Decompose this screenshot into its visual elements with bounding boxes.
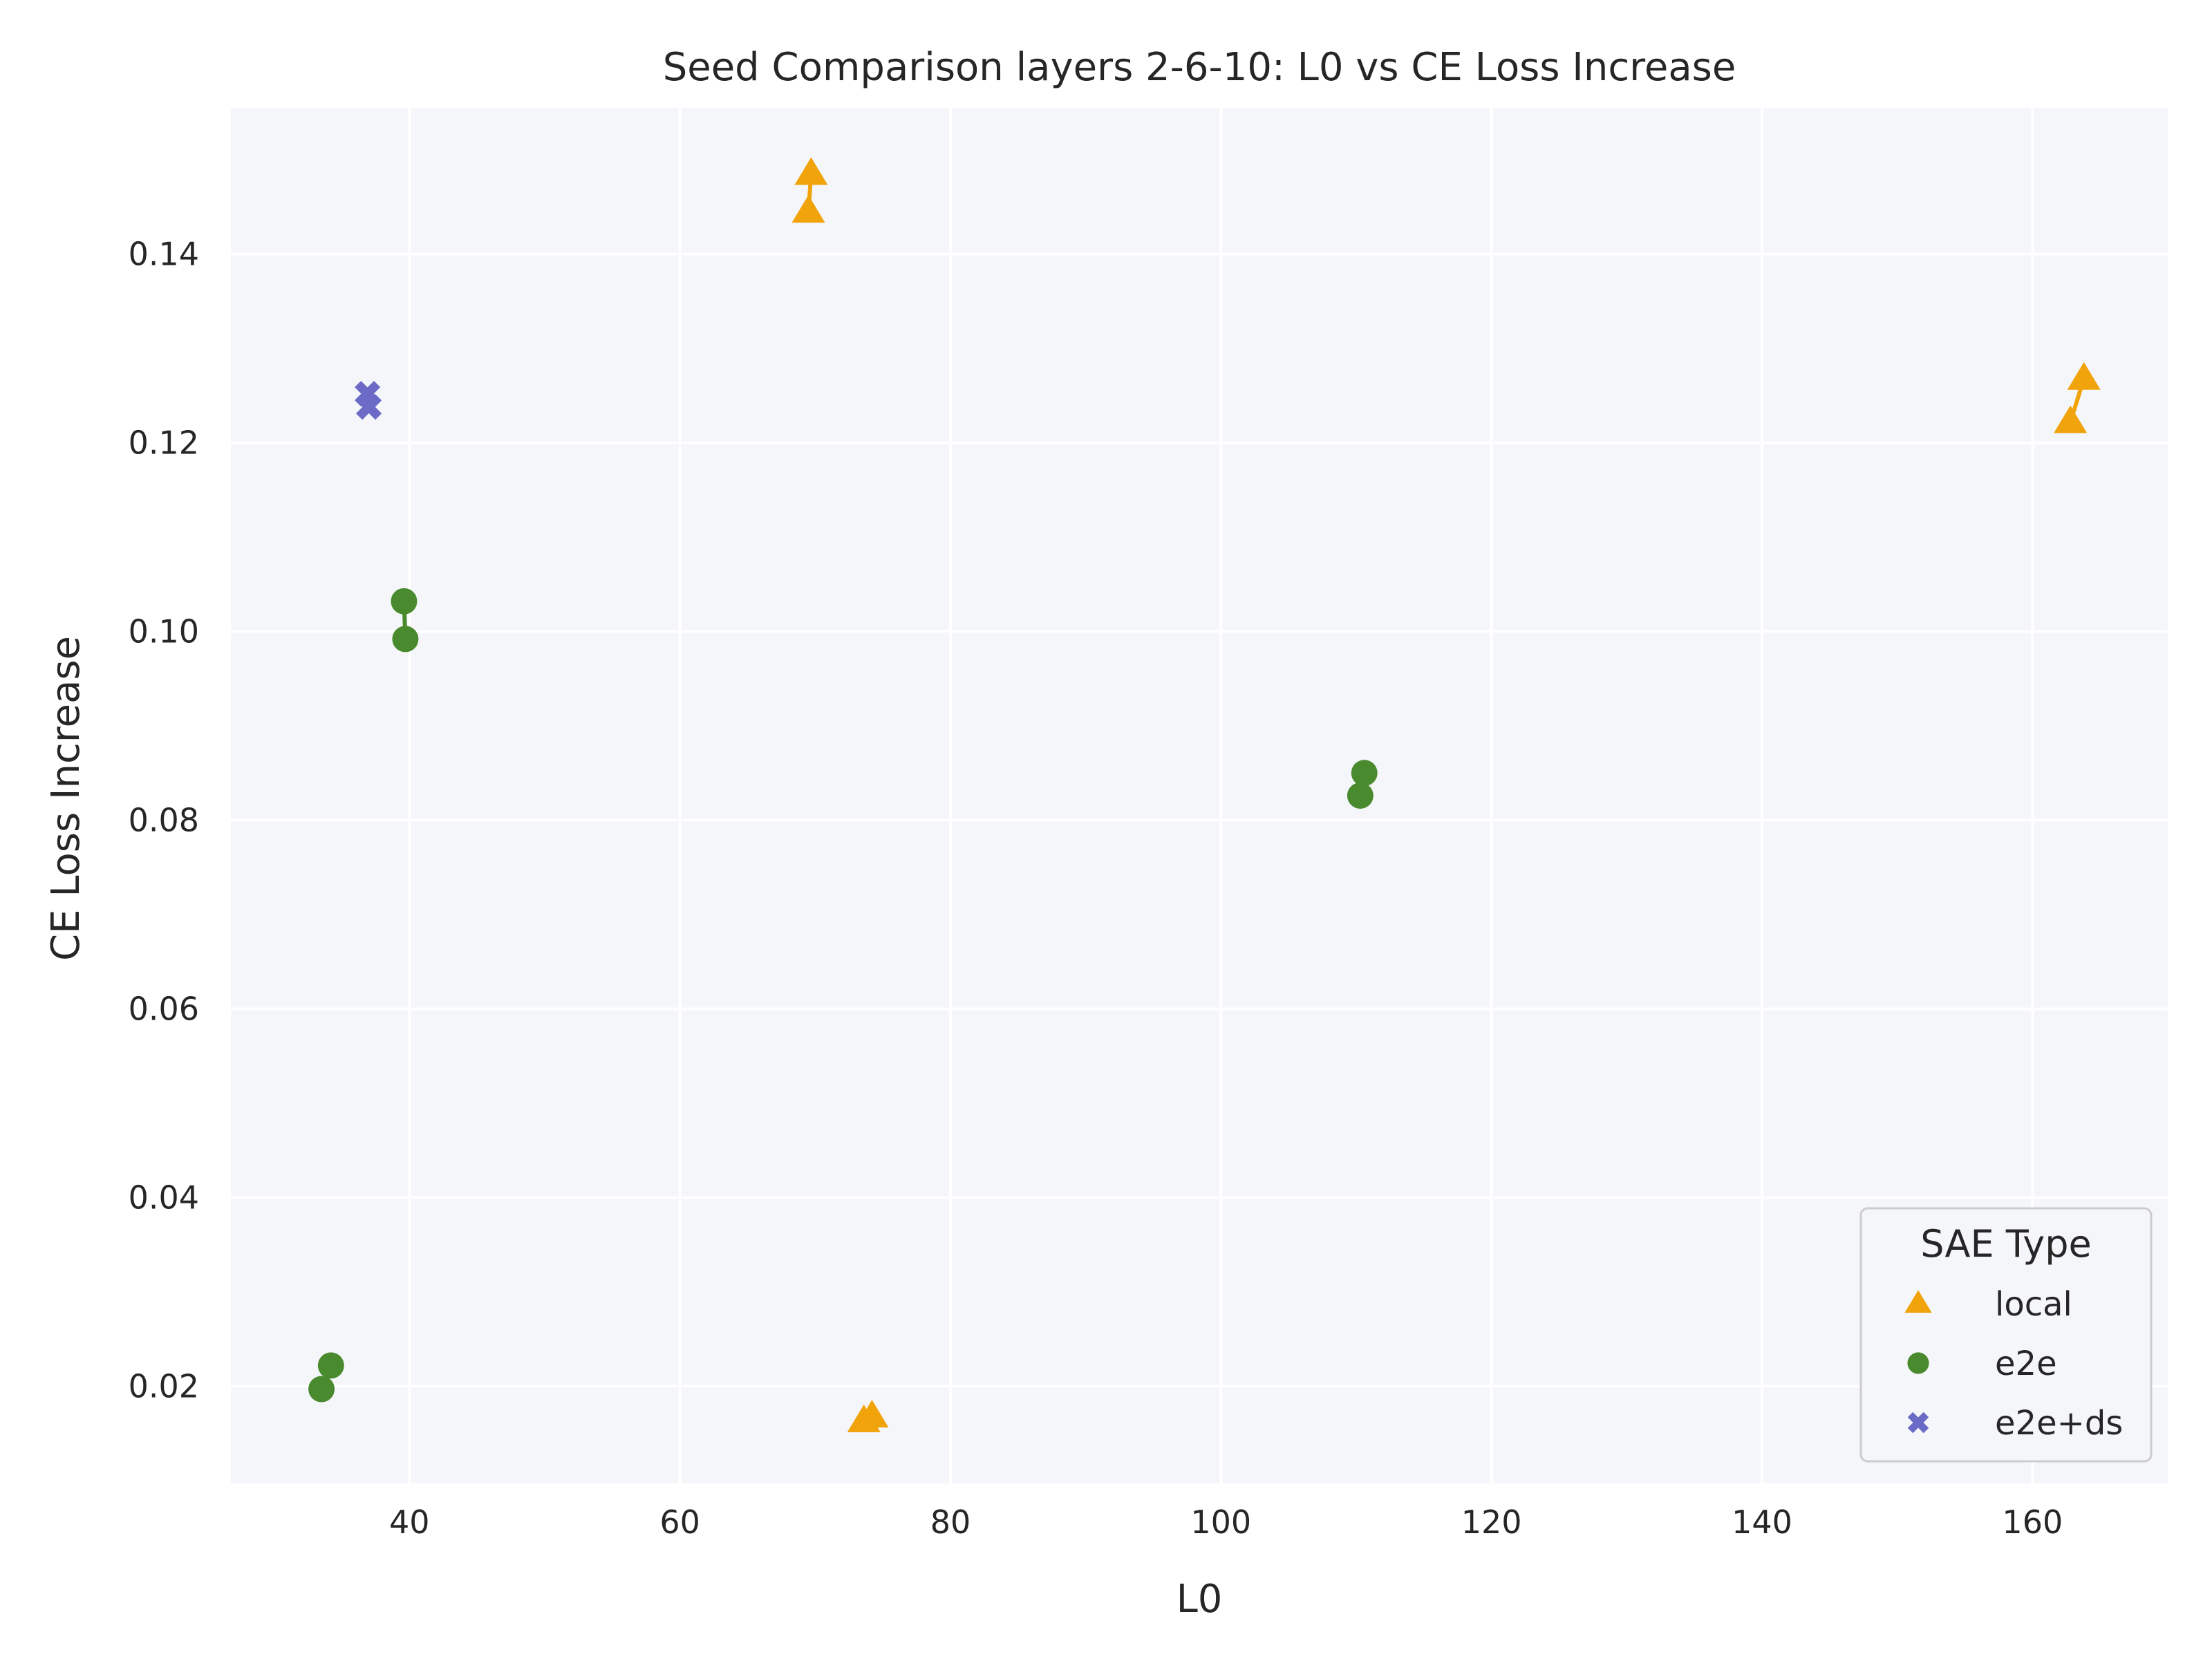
plot-area [231,108,2168,1483]
x-axis-label: L0 [1177,1577,1223,1622]
y-axis-label: CE Loss Increase [44,636,88,961]
legend-items: local e2e e2e+ds [1904,1285,2123,1443]
data-point-e2e [317,1352,344,1379]
legend-marker-local [1904,1290,1932,1313]
y-tick-label: 0.02 [129,1367,199,1405]
y-tick-label: 0.10 [129,613,199,650]
data-point-e2e [1351,760,1378,787]
y-tick-label: 0.06 [129,990,199,1027]
legend: SAE Type local e2e e2e+ds [1859,1207,2153,1463]
data-point-local [791,195,825,223]
data-point-e2e+ds [355,394,382,420]
y-tick-label: 0.12 [129,424,199,462]
x-axis-ticks: 40 60 80 100 120 140 160 [389,1503,2063,1541]
y-tick-label: 0.08 [129,801,199,838]
data-point-local [2054,405,2088,433]
legend-marker-e2e [1907,1352,1929,1374]
data-point-e2e [308,1376,335,1403]
data-point-e2e [391,588,418,615]
data-point-local [2067,362,2101,390]
legend-label-e2e+ds: e2e+ds [1995,1404,2123,1443]
x-tick-label: 140 [1732,1503,1792,1541]
y-axis-ticks: 0.02 0.04 0.06 0.08 0.10 0.12 0.14 [129,236,199,1405]
y-tick-label: 0.14 [129,236,199,273]
data-point-e2e [1347,782,1374,809]
x-tick-label: 100 [1190,1503,1251,1541]
legend-title: SAE Type [1920,1222,2092,1266]
x-tick-label: 60 [659,1503,700,1541]
data-point-local [794,157,828,185]
x-tick-label: 120 [1461,1503,1522,1541]
x-tick-label: 40 [389,1503,430,1541]
data-points [308,157,2101,1432]
y-tick-label: 0.04 [129,1179,199,1216]
legend-label-local: local [1995,1285,2072,1324]
legend-box [1859,1207,2153,1463]
data-point-local [855,1400,889,1428]
legend-label-e2e: e2e [1995,1344,2057,1383]
x-tick-label: 80 [930,1503,971,1541]
chart-title: Seed Comparison layers 2-6-10: L0 vs CE … [663,45,1736,90]
legend-marker-e2e+ds [1907,1412,1929,1434]
data-point-e2e [392,626,419,653]
x-tick-label: 160 [2002,1503,2063,1541]
